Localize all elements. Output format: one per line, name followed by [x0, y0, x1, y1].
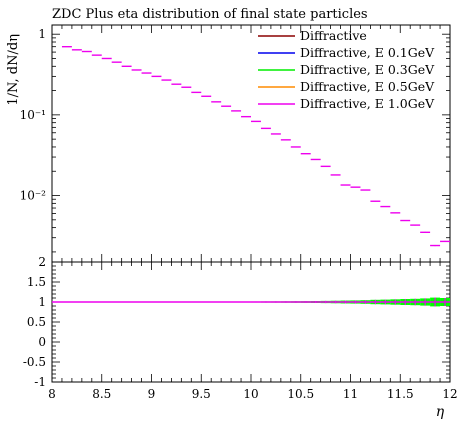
y-tick-label: 10⁻²	[20, 189, 47, 203]
x-tick-label: 10.5	[287, 387, 314, 401]
data-point	[330, 174, 341, 176]
main-panel: 1 10⁻¹ 10⁻² Diffractive Diffractive, E 0.1Ge…	[20, 24, 451, 382]
legend-label: Diffractive	[300, 28, 367, 43]
ratio-tick-label: 0.5	[27, 315, 46, 329]
legend-label: Diffractive, E 0.5GeV	[300, 79, 435, 94]
ratio-frame	[51, 261, 451, 383]
x-tick-label: 10	[243, 387, 258, 401]
legend-label: Diffractive, E 1.0GeV	[300, 96, 435, 111]
data-point	[420, 231, 431, 234]
ratio-tick-label: 1.5	[27, 275, 46, 289]
data-point	[340, 184, 351, 186]
chart-title: ZDC Plus eta distribution of final state…	[52, 7, 368, 22]
data-point	[390, 212, 401, 214]
data-point	[410, 224, 421, 226]
data-point	[300, 153, 311, 155]
ratio-tick-label: 1	[38, 295, 46, 309]
legend-label: Diffractive, E 0.3GeV	[300, 62, 435, 77]
data-point	[350, 186, 361, 188]
x-axis-label: η	[436, 404, 445, 420]
data-point	[360, 189, 371, 191]
x-tick-label: 9	[148, 387, 156, 401]
data-point	[400, 219, 411, 222]
x-tick-label: 9.5	[192, 387, 211, 401]
x-tick-label: 8.5	[92, 387, 111, 401]
legend: Diffractive Diffractive, E 0.1GeV Diffract…	[258, 28, 435, 111]
data-point	[380, 205, 391, 208]
ratio-tick-label: 2	[38, 255, 46, 269]
data-point	[370, 200, 381, 202]
data-point	[440, 240, 450, 243]
legend-label: Diffractive, E 0.1GeV	[300, 45, 435, 60]
y-axis-label: 1/N, dN/dη	[6, 34, 21, 106]
main-frame	[51, 24, 451, 263]
x-tick-label: 11	[343, 387, 358, 401]
y-tick-label: 10⁻¹	[20, 108, 46, 122]
data-point	[320, 165, 331, 168]
ratio-tick-label: 0	[38, 335, 46, 349]
x-tick-label: 12	[442, 387, 457, 401]
ratio-tick-label: -0.5	[23, 355, 46, 369]
data-point	[430, 244, 441, 247]
ratio-tick-label: -1	[34, 375, 46, 389]
data-point	[310, 158, 321, 161]
y-tick-label: 1	[38, 27, 46, 41]
x-tick-label: 11.5	[387, 387, 414, 401]
x-tick-label: 8	[48, 387, 56, 401]
